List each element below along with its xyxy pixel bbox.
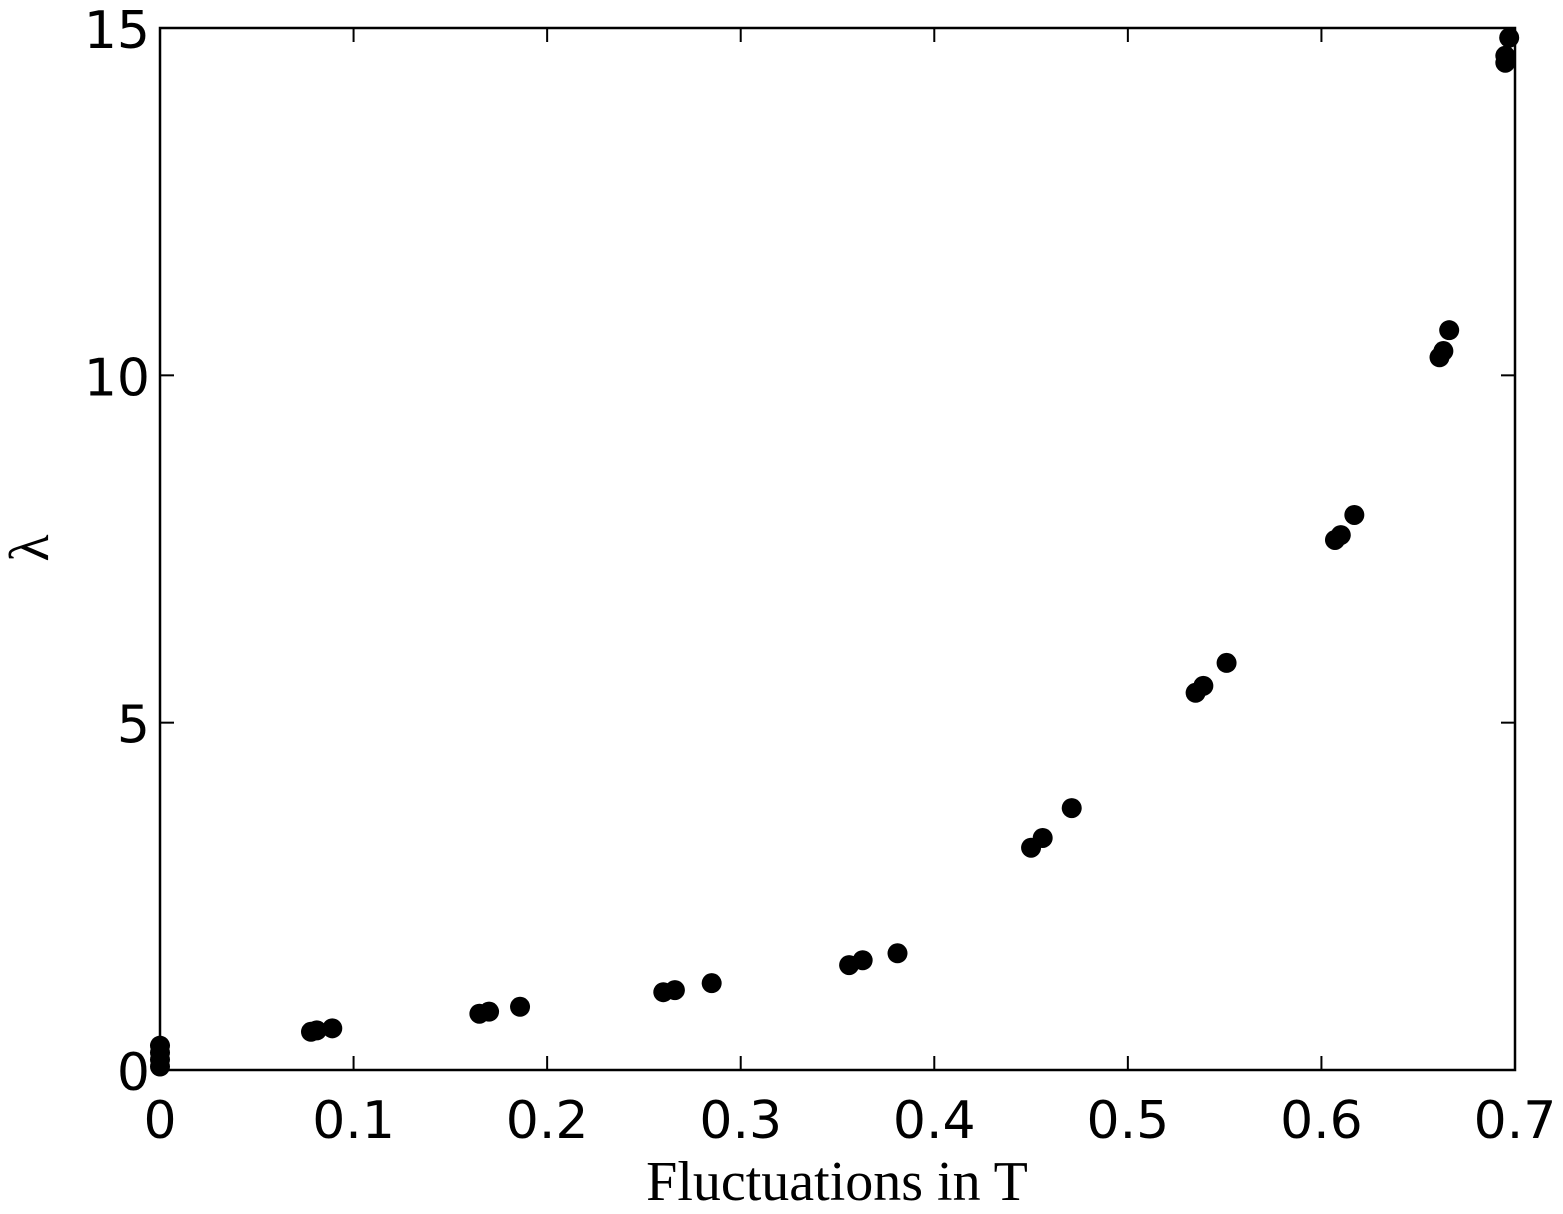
y-axis-label: λ (0, 534, 61, 561)
x-tick-label: 0.4 (893, 1091, 976, 1151)
point (322, 1018, 343, 1039)
y-tick-label: 15 (84, 1, 150, 61)
point (664, 980, 685, 1001)
point (1032, 827, 1053, 848)
point (1061, 798, 1082, 819)
x-tick-label: 0.5 (1087, 1091, 1170, 1151)
x-tick-label: 0.7 (1474, 1091, 1557, 1151)
point (1433, 341, 1454, 362)
point (852, 950, 873, 971)
y-tick-label: 0 (117, 1043, 150, 1103)
x-tick-label: 0.1 (312, 1091, 395, 1151)
point (1193, 675, 1214, 696)
point (1216, 652, 1237, 673)
point (701, 973, 722, 994)
x-tick-label: 0.3 (699, 1091, 782, 1151)
x-axis-label: Fluctuations in T (646, 1151, 1028, 1213)
x-tick-label: 0.6 (1280, 1091, 1363, 1151)
y-tick-label: 5 (117, 696, 150, 756)
point (510, 996, 531, 1017)
plot-frame (158, 26, 1517, 1072)
point (887, 943, 908, 964)
point (1330, 525, 1351, 546)
x-tick-label: 0.2 (506, 1091, 589, 1151)
point (306, 1020, 327, 1041)
point (150, 1035, 170, 1056)
point (1499, 27, 1520, 48)
point (479, 1001, 500, 1022)
point (1439, 320, 1460, 341)
point (1495, 45, 1516, 66)
y-tick-label: 10 (84, 348, 150, 408)
point (1344, 504, 1365, 525)
x-tick-label: 0 (143, 1091, 176, 1151)
